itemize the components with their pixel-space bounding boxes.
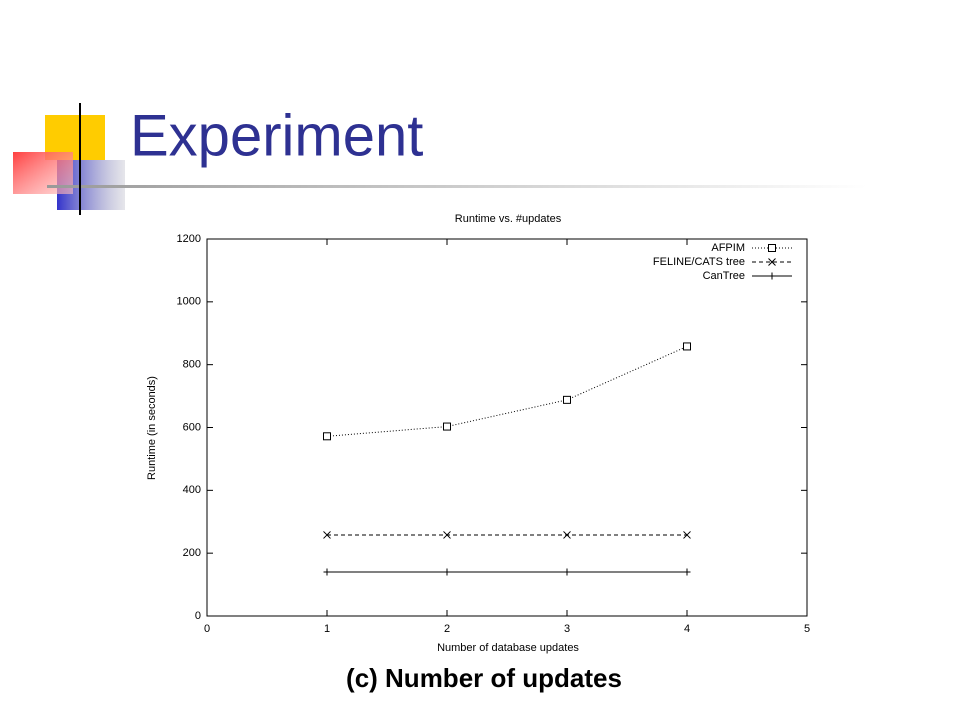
x-tick-label: 1 xyxy=(324,623,330,635)
x-tick-label: 5 xyxy=(804,623,810,635)
legend-marker xyxy=(768,258,776,266)
legend-marker xyxy=(768,244,776,252)
marker xyxy=(563,568,571,576)
marker xyxy=(443,422,451,431)
marker xyxy=(443,531,451,539)
legend-label: CanTree xyxy=(703,270,745,282)
x-tick-label: 0 xyxy=(204,623,210,635)
marker xyxy=(563,395,571,404)
y-tick-label: 1000 xyxy=(177,296,201,308)
legend-marker xyxy=(768,272,776,280)
series-line xyxy=(326,345,688,437)
x-tick-label: 3 xyxy=(564,623,570,635)
marker xyxy=(683,342,691,351)
y-tick-label: 0 xyxy=(195,610,201,622)
legend-label: AFPIM xyxy=(711,242,745,254)
legend-label: FELINE/CATS tree xyxy=(653,256,745,268)
y-tick-label: 400 xyxy=(183,484,201,496)
caption: (c) Number of updates xyxy=(346,663,622,693)
y-axis-label: Runtime (in seconds) xyxy=(146,376,158,480)
y-tick-label: 800 xyxy=(183,359,201,371)
y-tick-label: 600 xyxy=(183,421,201,433)
x-tick-label: 4 xyxy=(684,623,690,635)
marker xyxy=(323,568,331,576)
marker xyxy=(683,568,691,576)
marker xyxy=(323,531,331,539)
chart-title: Runtime vs. #updates xyxy=(455,213,562,225)
y-tick-label: 200 xyxy=(183,547,201,559)
y-tick-label: 1200 xyxy=(177,233,201,245)
marker xyxy=(323,432,331,441)
x-tick-label: 2 xyxy=(444,623,450,635)
slide-title: Experiment xyxy=(130,103,423,168)
decoration xyxy=(13,103,867,215)
x-axis-label: Number of database updates xyxy=(437,642,579,654)
marker xyxy=(443,568,451,576)
marker xyxy=(563,531,571,539)
plot-frame xyxy=(206,238,808,617)
marker xyxy=(683,531,691,539)
